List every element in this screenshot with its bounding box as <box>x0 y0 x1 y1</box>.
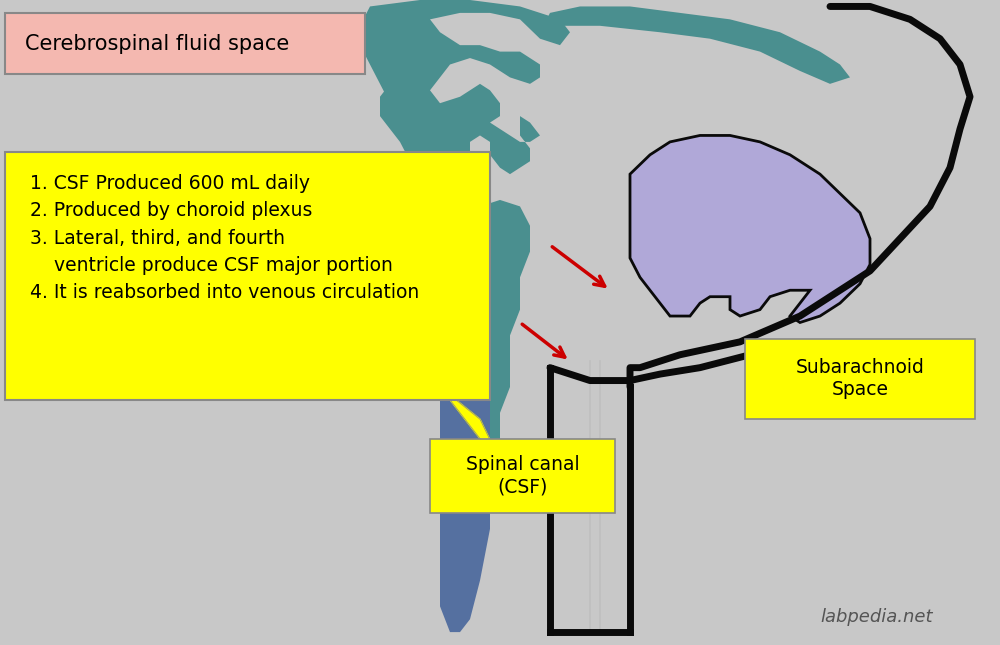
Text: Spinal canal
(CSF): Spinal canal (CSF) <box>466 455 579 496</box>
Polygon shape <box>630 135 870 322</box>
Polygon shape <box>440 200 530 619</box>
Text: 1. CSF Produced 600 mL daily
2. Produced by choroid plexus
3. Lateral, third, an: 1. CSF Produced 600 mL daily 2. Produced… <box>30 174 419 302</box>
FancyBboxPatch shape <box>745 339 975 419</box>
FancyBboxPatch shape <box>430 439 615 513</box>
Text: Subarachnoid
Space: Subarachnoid Space <box>796 359 924 399</box>
Polygon shape <box>360 0 570 439</box>
Polygon shape <box>440 374 490 632</box>
Text: Cerebrospinal fluid space: Cerebrospinal fluid space <box>25 34 289 54</box>
Polygon shape <box>540 6 850 84</box>
FancyBboxPatch shape <box>5 152 490 400</box>
Polygon shape <box>440 387 505 471</box>
FancyBboxPatch shape <box>5 13 365 74</box>
Text: labpedia.net: labpedia.net <box>820 608 932 626</box>
